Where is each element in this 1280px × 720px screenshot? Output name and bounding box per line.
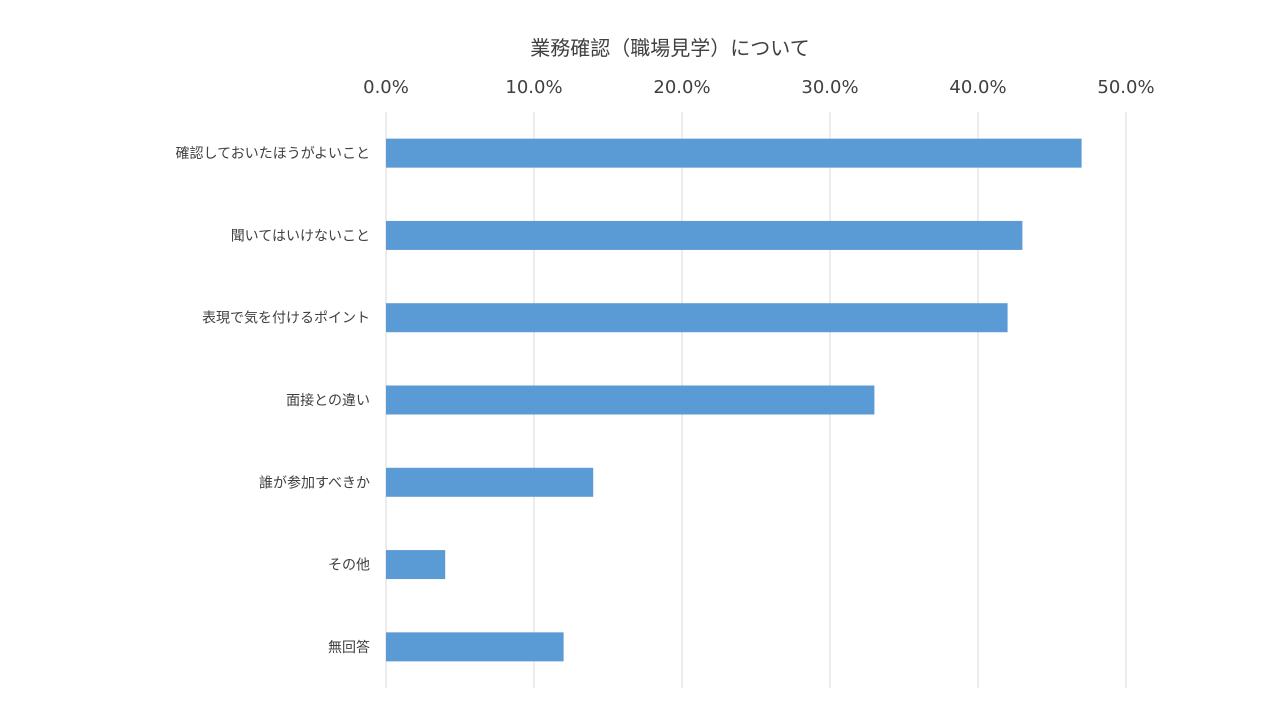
category-label: 聞いてはいけないこと	[231, 228, 370, 244]
chart-title: 業務確認（職場見学）について	[530, 36, 809, 60]
x-tick-label: 0.0%	[363, 77, 409, 98]
bar	[386, 385, 875, 415]
category-label: 表現で気を付けるポイント	[202, 311, 370, 327]
bar	[386, 138, 1082, 168]
x-axis-ticks: 0.0% 10.0% 20.0% 30.0% 40.0% 50.0%	[363, 77, 1154, 98]
category-label: 誰が参加すべきか	[259, 474, 370, 491]
category-label: その他	[328, 558, 370, 574]
category-label: 面接との違い	[286, 392, 370, 409]
x-tick-label: 50.0%	[1097, 77, 1154, 98]
category-label: 確認しておいたほうがよいこと	[176, 146, 370, 162]
category-labels: 確認しておいたほうがよいこと聞いてはいけないこと表現で気を付けるポイント面接との…	[176, 146, 370, 656]
bar	[386, 550, 446, 580]
bar	[386, 303, 1008, 333]
bars	[386, 138, 1082, 662]
bar	[386, 220, 1023, 250]
bar	[386, 632, 564, 662]
category-label: 無回答	[328, 639, 370, 656]
x-tick-label: 20.0%	[653, 77, 710, 98]
x-tick-label: 10.0%	[505, 77, 562, 98]
x-tick-label: 40.0%	[949, 77, 1006, 98]
bar	[386, 467, 594, 497]
x-tick-label: 30.0%	[801, 77, 858, 98]
